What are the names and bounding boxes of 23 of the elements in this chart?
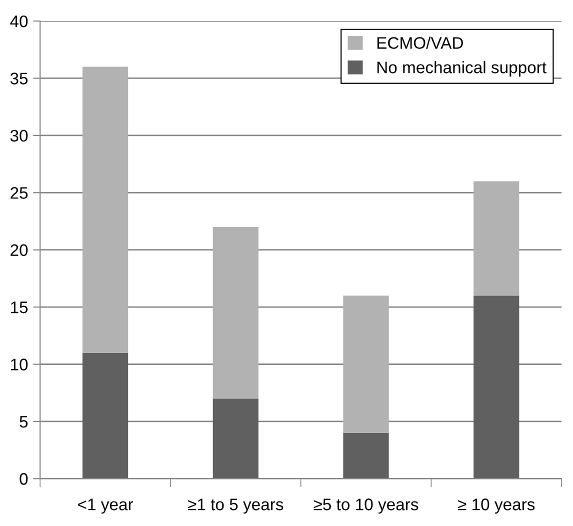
y-tick-label: 15	[11, 302, 28, 314]
bar	[82, 66, 128, 353]
bar	[82, 352, 128, 479]
x-tick-label: ≥5 to 10 years	[314, 498, 418, 514]
bar	[212, 398, 258, 479]
legend-label: ECMO/VAD	[377, 36, 463, 49]
y-tick-label: 40	[10, 15, 28, 28]
bar	[212, 226, 258, 399]
x-tick-label: ≥ 10 years	[458, 498, 535, 514]
y-tick-label: 20	[10, 244, 28, 256]
x-tick-label: <1 year	[78, 498, 134, 514]
bar	[474, 296, 520, 479]
y-tick-label: 0	[20, 473, 28, 485]
bar	[343, 296, 389, 433]
y-tick-label: 5	[20, 416, 28, 428]
y-tick-label: 35	[10, 72, 28, 84]
y-tick-label: 25	[10, 187, 28, 199]
x-tick-label: ≥1 to 5 years	[188, 498, 284, 514]
y-tick-label: 30	[10, 130, 28, 142]
legend-label: No mechanical support	[377, 61, 546, 77]
y-tick-label: 10	[11, 358, 28, 370]
bar	[343, 432, 389, 479]
bar	[474, 181, 520, 296]
